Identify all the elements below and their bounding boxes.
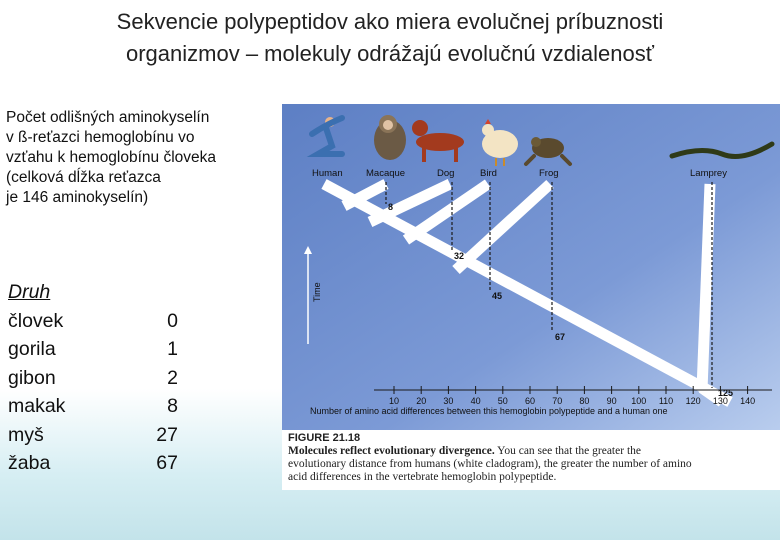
label-macaque: Macaque	[366, 168, 405, 179]
branch-value: 8	[388, 202, 393, 212]
axis-tick-label: 70	[552, 396, 562, 406]
species-value: 0	[167, 309, 178, 332]
caption-line: evolutionary distance from humans (white…	[288, 458, 692, 470]
table-row: gorila 1	[8, 335, 178, 364]
table-row: žaba 67	[8, 449, 178, 478]
axis-label: Number of amino acid differences between…	[310, 406, 668, 416]
branch-value: 32	[454, 251, 464, 261]
figure-caption: FIGURE 21.18 Molecules reflect evolution…	[288, 432, 778, 484]
species-value: 67	[156, 452, 178, 474]
axis-ticks: 10 20 30 40 50 60 70 80 90 100 110 120 130 140	[389, 386, 755, 406]
cladogram	[321, 179, 733, 407]
species-name: gorila	[8, 338, 56, 360]
axis-tick-label: 100	[631, 396, 646, 406]
axis-tick-label: 20	[416, 396, 426, 406]
branch-value: 45	[492, 291, 502, 301]
caption-rest: You can see that the greater the	[494, 445, 641, 457]
title-line-1: Sekvencie polypeptidov ako miera evolučn…	[116, 9, 664, 34]
table-row: človek 0	[8, 307, 178, 336]
intro-line: vzťahu k hemoglobínu človeka	[6, 149, 217, 166]
time-arrow-head	[304, 246, 312, 254]
axis-tick-label: 60	[525, 396, 535, 406]
intro-line: (celková dĺžka reťazca	[6, 169, 161, 186]
species-value: 2	[167, 366, 178, 389]
axis-tick-label: 120	[686, 396, 701, 406]
intro-line: je 146 aminokyselín)	[6, 189, 149, 206]
table-header-row: Druh	[8, 278, 178, 307]
intro-line: Počet odlišných aminokyselín	[6, 109, 210, 126]
species-name: žaba	[8, 452, 51, 474]
table-row: myš 27	[8, 421, 178, 450]
caption-line: acid differences in the vertebrate hemog…	[288, 471, 557, 483]
title-line-2: organizmov – molekuly odrážajú evolučnú …	[126, 41, 654, 66]
species-name: makak	[8, 395, 66, 417]
table-row: makak 8	[8, 392, 178, 421]
axis-tick-label: 110	[659, 396, 673, 406]
axis-tick-label: 10	[389, 396, 399, 406]
caption-head: FIGURE 21.18	[288, 432, 361, 444]
label-lamprey: Lamprey	[690, 168, 727, 179]
cladogram-svg: Human Macaque Dog Bird Frog Lamprey 8 32…	[282, 104, 780, 430]
cladogram-figure: Human Macaque Dog Bird Frog Lamprey 8 32…	[282, 104, 780, 490]
intro-line: v ß-reťazci hemoglobínu vo	[6, 129, 195, 146]
axis-tick-label: 140	[740, 396, 755, 406]
intro-text: Počet odlišných aminokyselín v ß-reťazci…	[6, 108, 286, 208]
axis-tick-label: 80	[579, 396, 589, 406]
macaque-icon	[374, 115, 406, 160]
table-header: Druh	[8, 281, 51, 303]
species-value: 1	[167, 338, 178, 360]
species-name: myš	[8, 423, 44, 446]
label-frog: Frog	[539, 168, 559, 179]
species-name: gibon	[8, 366, 56, 389]
caption-bold: Molecules reflect evolutionary divergenc…	[288, 445, 495, 457]
species-table: Druh človek 0 gorila 1 gibon 2 makak 8 myš 27…	[8, 278, 178, 478]
axis-tick-label: 90	[607, 396, 617, 406]
label-human: Human	[312, 168, 343, 179]
axis-tick-label: 50	[498, 396, 508, 406]
branch-value: 67	[555, 332, 565, 342]
lamprey-icon	[669, 141, 775, 159]
species-value: 8	[167, 395, 178, 417]
species-value: 27	[156, 423, 178, 446]
branch-value: 125	[718, 388, 733, 398]
frog-icon	[524, 137, 572, 166]
axis-tick-label: 40	[471, 396, 481, 406]
label-dog: Dog	[437, 168, 454, 179]
dashed-lines	[385, 182, 713, 388]
table-row: gibon 2	[8, 364, 178, 393]
human-icon	[306, 115, 345, 157]
bird-icon	[482, 119, 518, 166]
axis-tick-label: 130	[713, 396, 728, 406]
axis-tick-label: 30	[443, 396, 453, 406]
time-label: Time	[312, 282, 322, 302]
dog-icon	[412, 120, 464, 162]
slide-title: Sekvencie polypeptidov ako miera evolučn…	[0, 6, 780, 70]
species-name: človek	[8, 309, 64, 332]
label-bird: Bird	[480, 168, 497, 179]
